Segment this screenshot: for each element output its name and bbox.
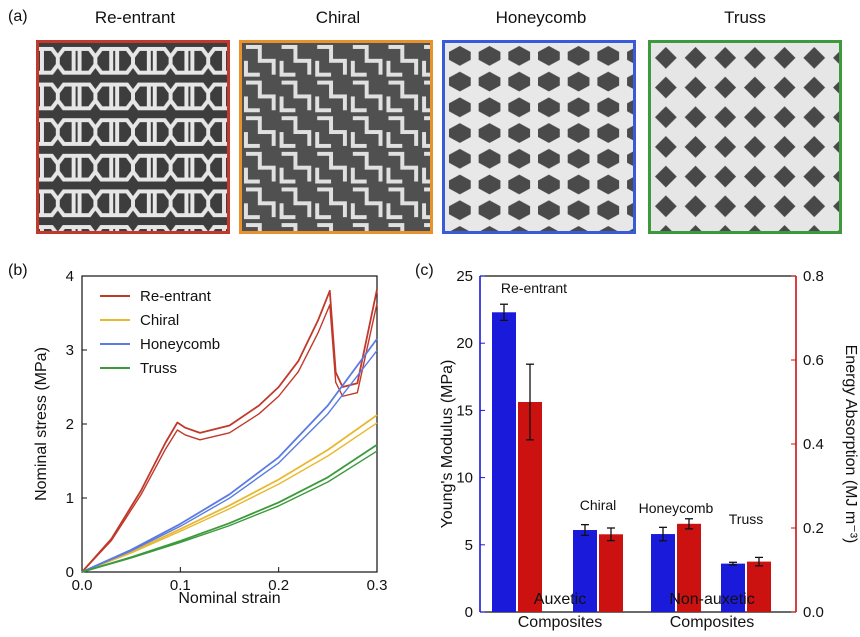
right-axis-label: Energy Absorption (MJ m⁻³) (842, 345, 859, 544)
x-tick-label: 0.3 (367, 577, 388, 594)
legend-label: Re-entrant (140, 288, 212, 305)
series-line-re-entrant (81, 289, 378, 573)
group-label: Auxetic (534, 591, 586, 608)
series-line-repeat-chiral (81, 422, 378, 573)
y-tick-label: 1 (66, 490, 74, 507)
category-label: Chiral (580, 497, 617, 513)
photo-title-truss: Truss (724, 8, 766, 27)
bar-honeycomb-left (651, 534, 675, 612)
series-line-repeat-re-entrant (81, 303, 378, 573)
right-tick-label: 0.4 (803, 436, 824, 453)
legend-label: Truss (140, 360, 177, 377)
bar-re-entrant-left (492, 312, 516, 612)
right-tick-label: 0.2 (803, 520, 824, 537)
reentrant-lattice-photo (36, 40, 230, 234)
panel-label-a: (a) (8, 8, 28, 25)
y-tick-label: 0 (66, 564, 74, 581)
y-axis-label: Nominal stress (MPa) (33, 347, 50, 501)
group-label: Non-auxetic (669, 591, 754, 608)
chiral-lattice-photo (239, 40, 433, 234)
left-tick-label: 25 (456, 268, 473, 285)
right-tick-label: 0.8 (803, 268, 824, 285)
y-tick-label: 3 (66, 342, 74, 359)
category-label: Honeycomb (639, 500, 714, 516)
y-tick-label: 4 (66, 268, 74, 285)
bar-honeycomb-right (677, 523, 701, 612)
group-label: Composites (670, 614, 754, 631)
series-line-truss (81, 443, 378, 573)
y-tick-label: 2 (66, 416, 74, 433)
left-axis-label: Young's Modulus (MPa) (439, 360, 456, 529)
group-label: Composites (518, 614, 602, 631)
bar-truss-left (721, 563, 745, 612)
truss-lattice-photo (648, 40, 842, 234)
photo-title-chiral: Chiral (315, 8, 361, 27)
x-tick-label: 0.1 (170, 577, 191, 594)
category-label: Re-entrant (501, 280, 567, 296)
left-tick-label: 10 (456, 470, 473, 487)
photo-title-reentrant: Re-entrant (94, 8, 176, 27)
legend-label: Honeycomb (140, 336, 220, 353)
photo-title-honeycomb: Honeycomb (495, 8, 587, 27)
series-line-honeycomb (81, 338, 378, 573)
series-line-chiral (81, 414, 378, 573)
bar-chiral-left (573, 530, 597, 612)
right-tick-label: 0.6 (803, 352, 824, 369)
left-tick-label: 5 (465, 537, 473, 554)
left-tick-label: 15 (456, 402, 473, 419)
left-tick-label: 20 (456, 335, 473, 352)
category-label: Truss (729, 511, 763, 527)
right-tick-label: 0.0 (803, 604, 824, 621)
legend-label: Chiral (140, 312, 179, 329)
x-axis-label: Nominal strain (178, 590, 280, 607)
panel-label-b: (b) (8, 262, 28, 279)
bar-truss-right (747, 561, 771, 612)
series-line-repeat-truss (81, 450, 378, 573)
x-tick-label: 0.0 (72, 577, 93, 594)
panel-label-c: (c) (415, 262, 434, 279)
x-tick-label: 0.2 (268, 577, 289, 594)
left-tick-label: 0 (465, 604, 473, 621)
series-line-repeat-honeycomb (81, 350, 378, 573)
honeycomb-lattice-photo (442, 40, 636, 234)
bar-chiral-right (599, 534, 623, 612)
